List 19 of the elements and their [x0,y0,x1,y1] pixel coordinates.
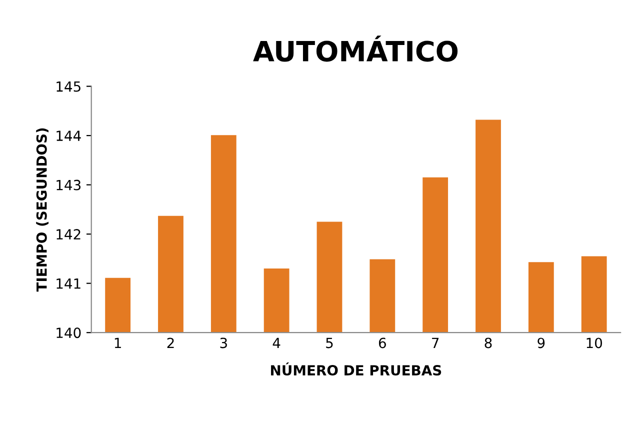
x-axis-title: NÚMERO DE PRUEBAS [271,362,442,376]
y-tick-label: 141 [56,278,80,289]
x-tick-label: 4 [272,338,280,348]
chart-title: AUTOMÁTICO [253,36,458,62]
y-tick-label: 142 [56,229,80,240]
x-tick-label: 2 [167,338,174,348]
y-tick-label: 144 [56,130,81,141]
x-tick-label: 1 [114,338,121,348]
x-tick-label: 5 [326,338,333,348]
x-tick-label: 9 [538,338,545,348]
x-tick-label: 8 [484,338,492,348]
x-tick-label: 10 [586,338,602,348]
y-tick-label: 143 [56,180,81,190]
y-tick-label: 140 [56,328,81,338]
x-tick-label: 6 [378,338,386,348]
y-tick-label: 145 [56,81,80,92]
y-axis-title: TIEMPO (SEGUNDOS) [36,128,49,292]
x-tick-label: 3 [220,338,227,348]
x-tick-label: 7 [432,338,439,348]
